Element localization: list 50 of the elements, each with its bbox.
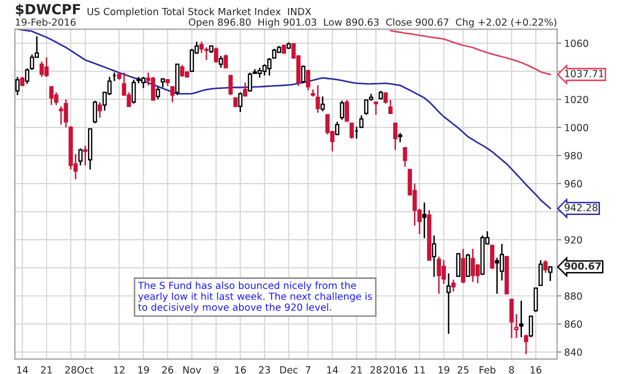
x-tick-label: 28	[370, 366, 382, 374]
x-tick-label: 14	[17, 366, 28, 374]
candlestick	[432, 234, 436, 278]
x-tick-label: 19	[138, 366, 149, 374]
x-tick-label: Feb	[480, 366, 496, 374]
x-tick-label: Oct	[77, 366, 94, 374]
chart-title: $DWCPF	[16, 4, 80, 16]
x-tick-label: 26	[162, 366, 174, 374]
data-label: 942.28	[564, 204, 598, 212]
line-series	[16, 29, 552, 210]
y-tick-label: 860	[564, 320, 582, 328]
y-tick-label: 1060	[565, 40, 588, 48]
y-tick-label: 1000	[565, 124, 588, 132]
x-tick-label: 28	[65, 366, 76, 374]
x-tick-label: 16	[530, 366, 542, 374]
candlestick	[316, 84, 320, 114]
x-tick-label: 16	[235, 366, 246, 374]
text: 900.67	[564, 262, 601, 270]
x-tick-label: Dec	[280, 366, 298, 374]
x-tick-label: 14	[327, 366, 338, 374]
x-tick-label: 25	[458, 366, 468, 374]
x-tick-label: 21	[41, 366, 52, 374]
line-series	[390, 30, 552, 76]
candlestick	[422, 202, 426, 240]
x-tick-label: 23	[259, 366, 270, 374]
y-tick-label: 880	[564, 292, 582, 300]
text: Open 896.80 High 901.03 Low 890.63 Close 900.67 Chg +2.02 (+0.22%)	[188, 18, 556, 28]
x-tick-label: Nov	[183, 366, 202, 374]
x-tick-label: 8	[509, 366, 514, 374]
data-label: 1037.71	[565, 70, 604, 78]
x-tick-label: 2016	[384, 366, 408, 374]
x-tick-label: 9	[214, 366, 218, 374]
candlestick	[519, 300, 524, 338]
y-tick-label: 960	[564, 180, 582, 188]
y-tick-label: 840	[564, 348, 582, 356]
x-tick-label: 21	[351, 366, 362, 374]
y-tick-label: 980	[564, 152, 582, 160]
candlestick	[514, 313, 519, 339]
x-tick-label: 19	[438, 366, 450, 374]
x-tick-label: 7	[306, 366, 310, 374]
chart-subtitle: US Completion Total Stock Market Index INDX	[88, 8, 312, 18]
candlestick	[98, 101, 102, 118]
annotation: The S Fund has also bounced nicely from the yearly low it hit last week. The next challenge is to decisively move above the 920 level.	[138, 282, 372, 313]
y-tick-label: 1020	[565, 96, 588, 104]
text: 19-Feb-2016	[16, 18, 76, 26]
candlestick	[83, 144, 88, 166]
y-tick-label: 920	[564, 236, 582, 244]
candlestick	[446, 272, 451, 334]
x-tick-label: 12	[114, 366, 124, 374]
x-tick-label: 11	[414, 366, 425, 374]
